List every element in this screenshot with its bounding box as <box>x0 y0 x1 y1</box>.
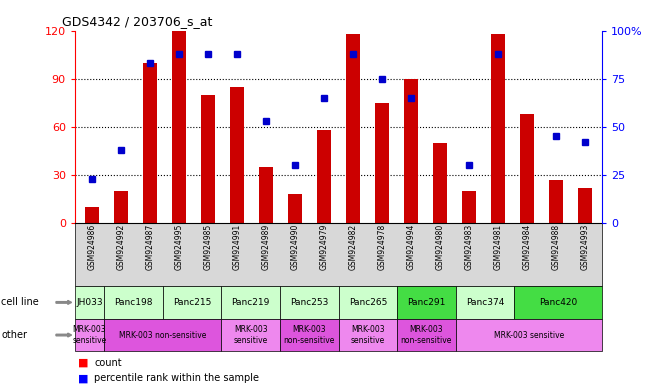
Bar <box>549 180 563 223</box>
Text: Panc215: Panc215 <box>173 298 211 307</box>
Text: percentile rank within the sample: percentile rank within the sample <box>94 373 259 383</box>
Text: GDS4342 / 203706_s_at: GDS4342 / 203706_s_at <box>62 15 212 28</box>
Text: Panc374: Panc374 <box>466 298 504 307</box>
Bar <box>519 114 534 223</box>
Text: MRK-003
sensitive: MRK-003 sensitive <box>234 325 268 345</box>
Text: MRK-003
sensitive: MRK-003 sensitive <box>351 325 385 345</box>
Bar <box>114 191 128 223</box>
Text: Panc219: Panc219 <box>232 298 270 307</box>
Text: MRK-003 non-sensitive: MRK-003 non-sensitive <box>119 331 206 339</box>
Text: Panc198: Panc198 <box>114 298 153 307</box>
Bar <box>201 95 215 223</box>
Bar <box>259 167 273 223</box>
Text: Panc291: Panc291 <box>408 298 445 307</box>
Bar <box>491 34 505 223</box>
Bar <box>317 130 331 223</box>
Text: cell line: cell line <box>1 297 39 308</box>
Bar <box>404 79 418 223</box>
Text: ■: ■ <box>78 358 89 368</box>
Bar <box>85 207 100 223</box>
Text: ■: ■ <box>78 373 89 383</box>
Text: count: count <box>94 358 122 368</box>
Bar <box>143 63 158 223</box>
Bar <box>346 34 360 223</box>
Text: MRK-003
sensitive: MRK-003 sensitive <box>72 325 107 345</box>
Bar <box>462 191 476 223</box>
Bar <box>375 103 389 223</box>
Bar <box>230 87 244 223</box>
Text: Panc253: Panc253 <box>290 298 328 307</box>
Text: MRK-003 sensitive: MRK-003 sensitive <box>494 331 564 339</box>
Text: Panc265: Panc265 <box>349 298 387 307</box>
Text: Panc420: Panc420 <box>539 298 577 307</box>
Text: MRK-003
non-sensitive: MRK-003 non-sensitive <box>284 325 335 345</box>
Bar <box>433 143 447 223</box>
Bar <box>172 31 186 223</box>
Bar <box>577 187 592 223</box>
Bar <box>288 194 302 223</box>
Text: JH033: JH033 <box>76 298 103 307</box>
Text: other: other <box>1 330 27 340</box>
Text: MRK-003
non-sensitive: MRK-003 non-sensitive <box>401 325 452 345</box>
